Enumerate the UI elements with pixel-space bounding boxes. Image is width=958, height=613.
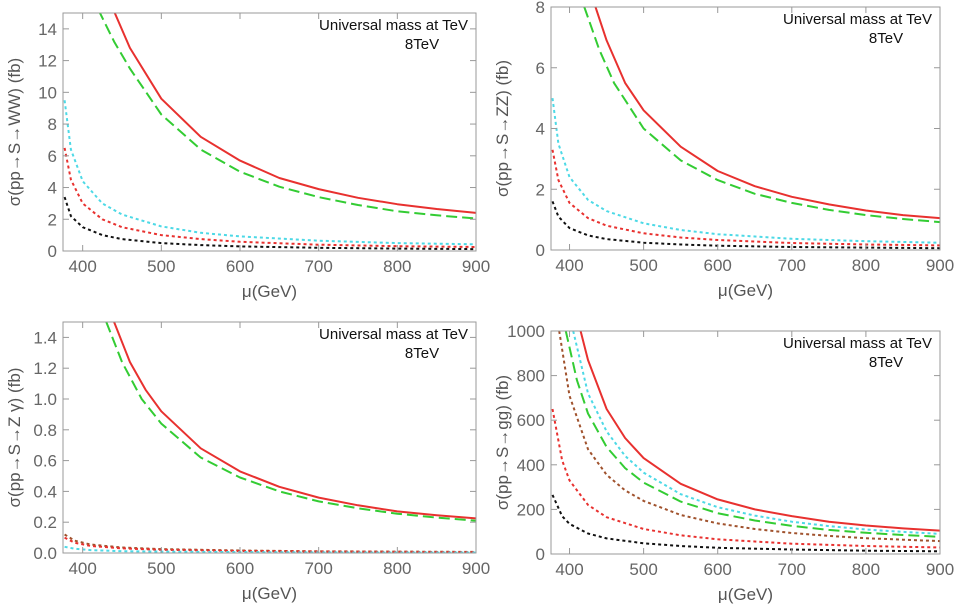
annotation-line-2: 8TeV <box>869 30 903 47</box>
chart-panel-2: 400 500 600 700 800 900 0 2 4 6 8 μ(GeV) σ(pp→S→ZZ) … <box>493 0 954 300</box>
x-tick-label: 700 <box>304 257 332 276</box>
series-line-2 <box>583 7 940 224</box>
x-axis-label: μ(GeV) <box>718 281 773 300</box>
y-tick-label: 600 <box>517 411 545 430</box>
x-tick-label: 900 <box>926 560 954 579</box>
y-tick-label: 8 <box>536 0 545 17</box>
series-line-4 <box>64 536 476 553</box>
x-tick-label: 500 <box>629 560 657 579</box>
series-line-4 <box>551 149 940 247</box>
x-tick-label: 900 <box>926 256 954 275</box>
series-group <box>63 13 476 251</box>
series-line-1 <box>113 322 476 520</box>
annotation-line-1: Universal mass at TeV <box>783 335 932 352</box>
x-tick-label: 800 <box>383 257 411 276</box>
series-line-4 <box>63 147 476 248</box>
x-tick-label: 800 <box>852 560 880 579</box>
series-line-5 <box>551 408 940 549</box>
y-tick-label: 400 <box>517 456 545 475</box>
x-axis-label: μ(GeV) <box>242 584 297 603</box>
series-line-3 <box>551 97 940 244</box>
y-tick-label: 200 <box>517 500 545 519</box>
y-tick-label: 14 <box>38 20 57 39</box>
x-tick-label: 400 <box>68 257 96 276</box>
chart-panel-4: 400 500 600 700 800 900 0 200 400 600 800 1000 μ(GeV… <box>493 322 954 604</box>
series-line-5 <box>63 196 476 251</box>
series-line-2 <box>105 322 476 522</box>
x-axis-label: μ(GeV) <box>718 585 773 604</box>
x-tick-label: 500 <box>629 256 657 275</box>
y-tick-label: 800 <box>517 367 545 386</box>
y-tick-label: 1000 <box>507 322 545 341</box>
y-tick-label: 12 <box>38 52 57 71</box>
y-tick-label: 8 <box>48 115 57 134</box>
x-tick-label: 800 <box>852 256 880 275</box>
x-tick-label: 400 <box>68 559 96 578</box>
y-tick-label: 0.4 <box>33 482 57 501</box>
y-tick-label: 0 <box>536 241 545 260</box>
x-tick-label: 400 <box>555 560 583 579</box>
series-line-2 <box>98 13 476 220</box>
annotation-line-2: 8TeV <box>405 36 439 53</box>
y-tick-label: 4 <box>536 120 545 139</box>
chart-panel-1: 400 500 600 700 800 900 0 2 4 6 8 10 12 14 μ(GeV) σ(pp→… <box>5 12 490 301</box>
y-axis-label: σ(pp→S→WW) (fb) <box>5 58 24 206</box>
y-axis-label: σ(pp→S→Z γ) (fb) <box>5 368 24 508</box>
x-tick-label: 600 <box>704 560 732 579</box>
y-tick-label: 1.4 <box>33 328 57 347</box>
series-line-3 <box>64 533 476 553</box>
y-tick-label: 6 <box>48 147 57 166</box>
plot-frame <box>550 330 941 555</box>
x-tick-label: 900 <box>462 559 490 578</box>
y-tick-label: 0.6 <box>33 452 57 471</box>
x-tick-label: 400 <box>555 256 583 275</box>
series-line-1 <box>579 331 940 532</box>
series-group <box>551 7 940 250</box>
annotation-line-2: 8TeV <box>869 354 903 371</box>
y-tick-label: 1.0 <box>33 390 57 409</box>
series-line-5 <box>551 201 940 250</box>
y-tick-label: 1.2 <box>33 359 57 378</box>
x-tick-label: 600 <box>226 257 254 276</box>
plot-frame <box>62 12 477 252</box>
y-tick-label: 0.2 <box>33 513 57 532</box>
x-tick-label: 500 <box>147 559 175 578</box>
chart-panel-3: 400 500 600 700 800 900 0.0 0.2 0.4 0.6 0.8 1.0 1.2 1… <box>5 321 490 603</box>
x-tick-label: 700 <box>778 560 806 579</box>
y-tick-label: 0.0 <box>33 544 57 563</box>
series-line-3 <box>63 100 476 246</box>
series-line-1 <box>594 7 940 220</box>
y-tick-label: 10 <box>38 83 57 102</box>
series-line-1 <box>113 13 476 214</box>
y-tick-label: 0 <box>536 545 545 564</box>
y-axis-label: σ(pp→S→ZZ) (fb) <box>493 60 512 197</box>
x-tick-label: 600 <box>704 256 732 275</box>
x-axis-label: μ(GeV) <box>242 282 297 301</box>
y-tick-label: 4 <box>48 179 57 198</box>
annotation-line-1: Universal mass at TeV <box>783 11 932 28</box>
x-tick-label: 800 <box>383 559 411 578</box>
annotation-line-2: 8TeV <box>405 345 439 362</box>
series-line-6 <box>551 494 940 553</box>
x-tick-label: 600 <box>226 559 254 578</box>
annotation-line-1: Universal mass at TeV <box>319 326 468 343</box>
annotation-line-1: Universal mass at TeV <box>319 17 468 34</box>
y-tick-label: 6 <box>536 59 545 78</box>
y-tick-label: 2 <box>536 180 545 199</box>
series-line-4 <box>558 331 940 543</box>
plot-frame <box>62 321 477 554</box>
x-tick-label: 700 <box>778 256 806 275</box>
x-tick-label: 500 <box>147 257 175 276</box>
series-line-5 <box>64 545 476 553</box>
y-tick-label: 0 <box>48 242 57 261</box>
x-tick-label: 900 <box>462 257 490 276</box>
y-tick-label: 0.8 <box>33 421 57 440</box>
series-group <box>551 331 940 553</box>
y-tick-label: 2 <box>48 210 57 229</box>
x-tick-label: 700 <box>304 559 332 578</box>
y-axis-label: σ(pp→S→gg) (fb) <box>493 375 512 510</box>
